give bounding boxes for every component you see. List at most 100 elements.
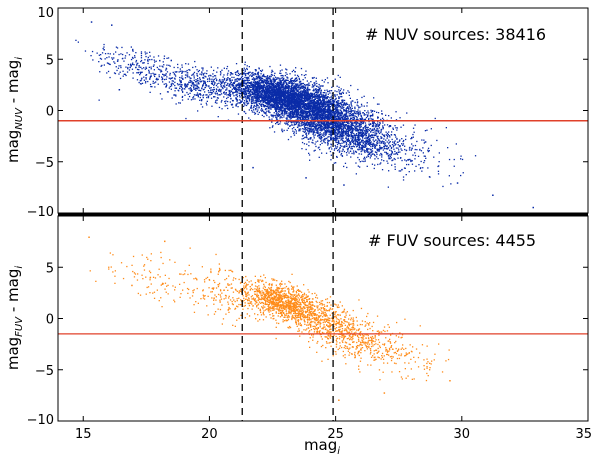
data-point bbox=[363, 113, 365, 115]
data-point bbox=[275, 91, 277, 93]
data-point bbox=[335, 138, 338, 140]
data-point bbox=[147, 80, 149, 83]
data-point bbox=[266, 86, 268, 88]
data-point bbox=[220, 83, 222, 85]
data-point bbox=[257, 85, 259, 88]
data-point bbox=[218, 88, 221, 90]
data-point bbox=[268, 75, 271, 77]
data-point bbox=[303, 84, 306, 86]
data-point bbox=[153, 69, 155, 71]
data-point bbox=[217, 86, 219, 88]
data-point bbox=[277, 96, 279, 98]
data-point bbox=[196, 80, 198, 82]
data-point bbox=[294, 74, 296, 76]
data-point bbox=[258, 111, 260, 114]
data-point bbox=[152, 72, 154, 74]
data-point bbox=[290, 124, 293, 126]
data-point bbox=[310, 102, 312, 104]
data-point bbox=[192, 96, 195, 98]
data-point bbox=[271, 105, 273, 107]
data-point bbox=[221, 79, 223, 81]
data-point bbox=[211, 82, 213, 84]
data-point bbox=[308, 115, 310, 117]
data-point bbox=[292, 89, 295, 91]
data-point bbox=[275, 87, 277, 89]
data-point bbox=[180, 77, 183, 79]
data-point bbox=[161, 98, 163, 100]
data-point bbox=[295, 85, 297, 88]
data-point bbox=[313, 99, 315, 101]
data-point bbox=[276, 92, 278, 94]
data-point bbox=[107, 62, 110, 65]
data-point bbox=[277, 105, 280, 108]
data-point bbox=[324, 97, 326, 99]
data-point bbox=[206, 100, 208, 102]
data-point bbox=[311, 107, 314, 110]
data-point bbox=[255, 109, 257, 111]
data-point bbox=[244, 88, 246, 90]
data-point bbox=[245, 104, 248, 107]
data-point bbox=[340, 131, 342, 133]
data-point bbox=[116, 47, 119, 49]
data-point bbox=[303, 87, 305, 89]
data-point bbox=[303, 94, 305, 97]
data-point bbox=[246, 68, 248, 71]
data-point bbox=[292, 113, 294, 115]
data-point bbox=[288, 109, 291, 111]
data-point bbox=[263, 90, 265, 92]
data-point bbox=[153, 73, 156, 75]
data-point bbox=[290, 117, 292, 119]
data-point bbox=[264, 105, 267, 107]
data-point bbox=[307, 88, 309, 90]
data-point bbox=[248, 82, 251, 84]
data-point bbox=[189, 87, 191, 89]
data-point bbox=[240, 90, 242, 92]
data-point bbox=[236, 94, 238, 96]
data-point bbox=[278, 99, 280, 101]
data-point bbox=[275, 116, 277, 119]
data-point bbox=[310, 116, 312, 118]
data-point bbox=[316, 105, 319, 107]
data-point bbox=[293, 82, 295, 84]
data-point bbox=[125, 74, 127, 77]
data-point bbox=[161, 65, 163, 67]
data-point bbox=[297, 97, 300, 99]
data-point bbox=[260, 96, 262, 99]
data-point bbox=[270, 96, 272, 98]
data-point bbox=[201, 88, 203, 90]
data-point bbox=[310, 128, 312, 130]
data-point bbox=[174, 78, 176, 80]
data-point bbox=[304, 118, 306, 120]
data-point bbox=[200, 100, 203, 102]
data-point bbox=[120, 66, 122, 69]
data-point bbox=[177, 84, 179, 86]
data-point bbox=[140, 83, 142, 85]
data-point bbox=[271, 126, 274, 128]
data-point bbox=[293, 89, 296, 91]
data-point bbox=[215, 77, 217, 79]
data-point bbox=[316, 96, 318, 98]
data-point bbox=[292, 69, 295, 71]
data-point bbox=[302, 100, 304, 102]
data-point bbox=[278, 107, 281, 109]
data-point bbox=[248, 97, 250, 99]
data-point bbox=[300, 112, 302, 114]
data-point bbox=[239, 99, 241, 101]
data-point bbox=[279, 121, 282, 123]
data-point bbox=[331, 118, 333, 120]
data-point bbox=[242, 96, 245, 98]
data-point bbox=[330, 96, 332, 98]
data-point bbox=[336, 109, 338, 111]
data-point bbox=[272, 83, 274, 85]
data-point bbox=[149, 76, 151, 78]
data-point bbox=[328, 107, 330, 109]
data-point bbox=[283, 110, 285, 112]
data-point bbox=[263, 99, 265, 101]
data-point bbox=[319, 114, 322, 116]
data-point bbox=[192, 83, 195, 85]
data-point bbox=[286, 85, 288, 88]
data-point bbox=[171, 77, 174, 79]
data-point bbox=[255, 77, 258, 79]
data-point bbox=[306, 91, 308, 93]
data-point bbox=[244, 89, 246, 91]
